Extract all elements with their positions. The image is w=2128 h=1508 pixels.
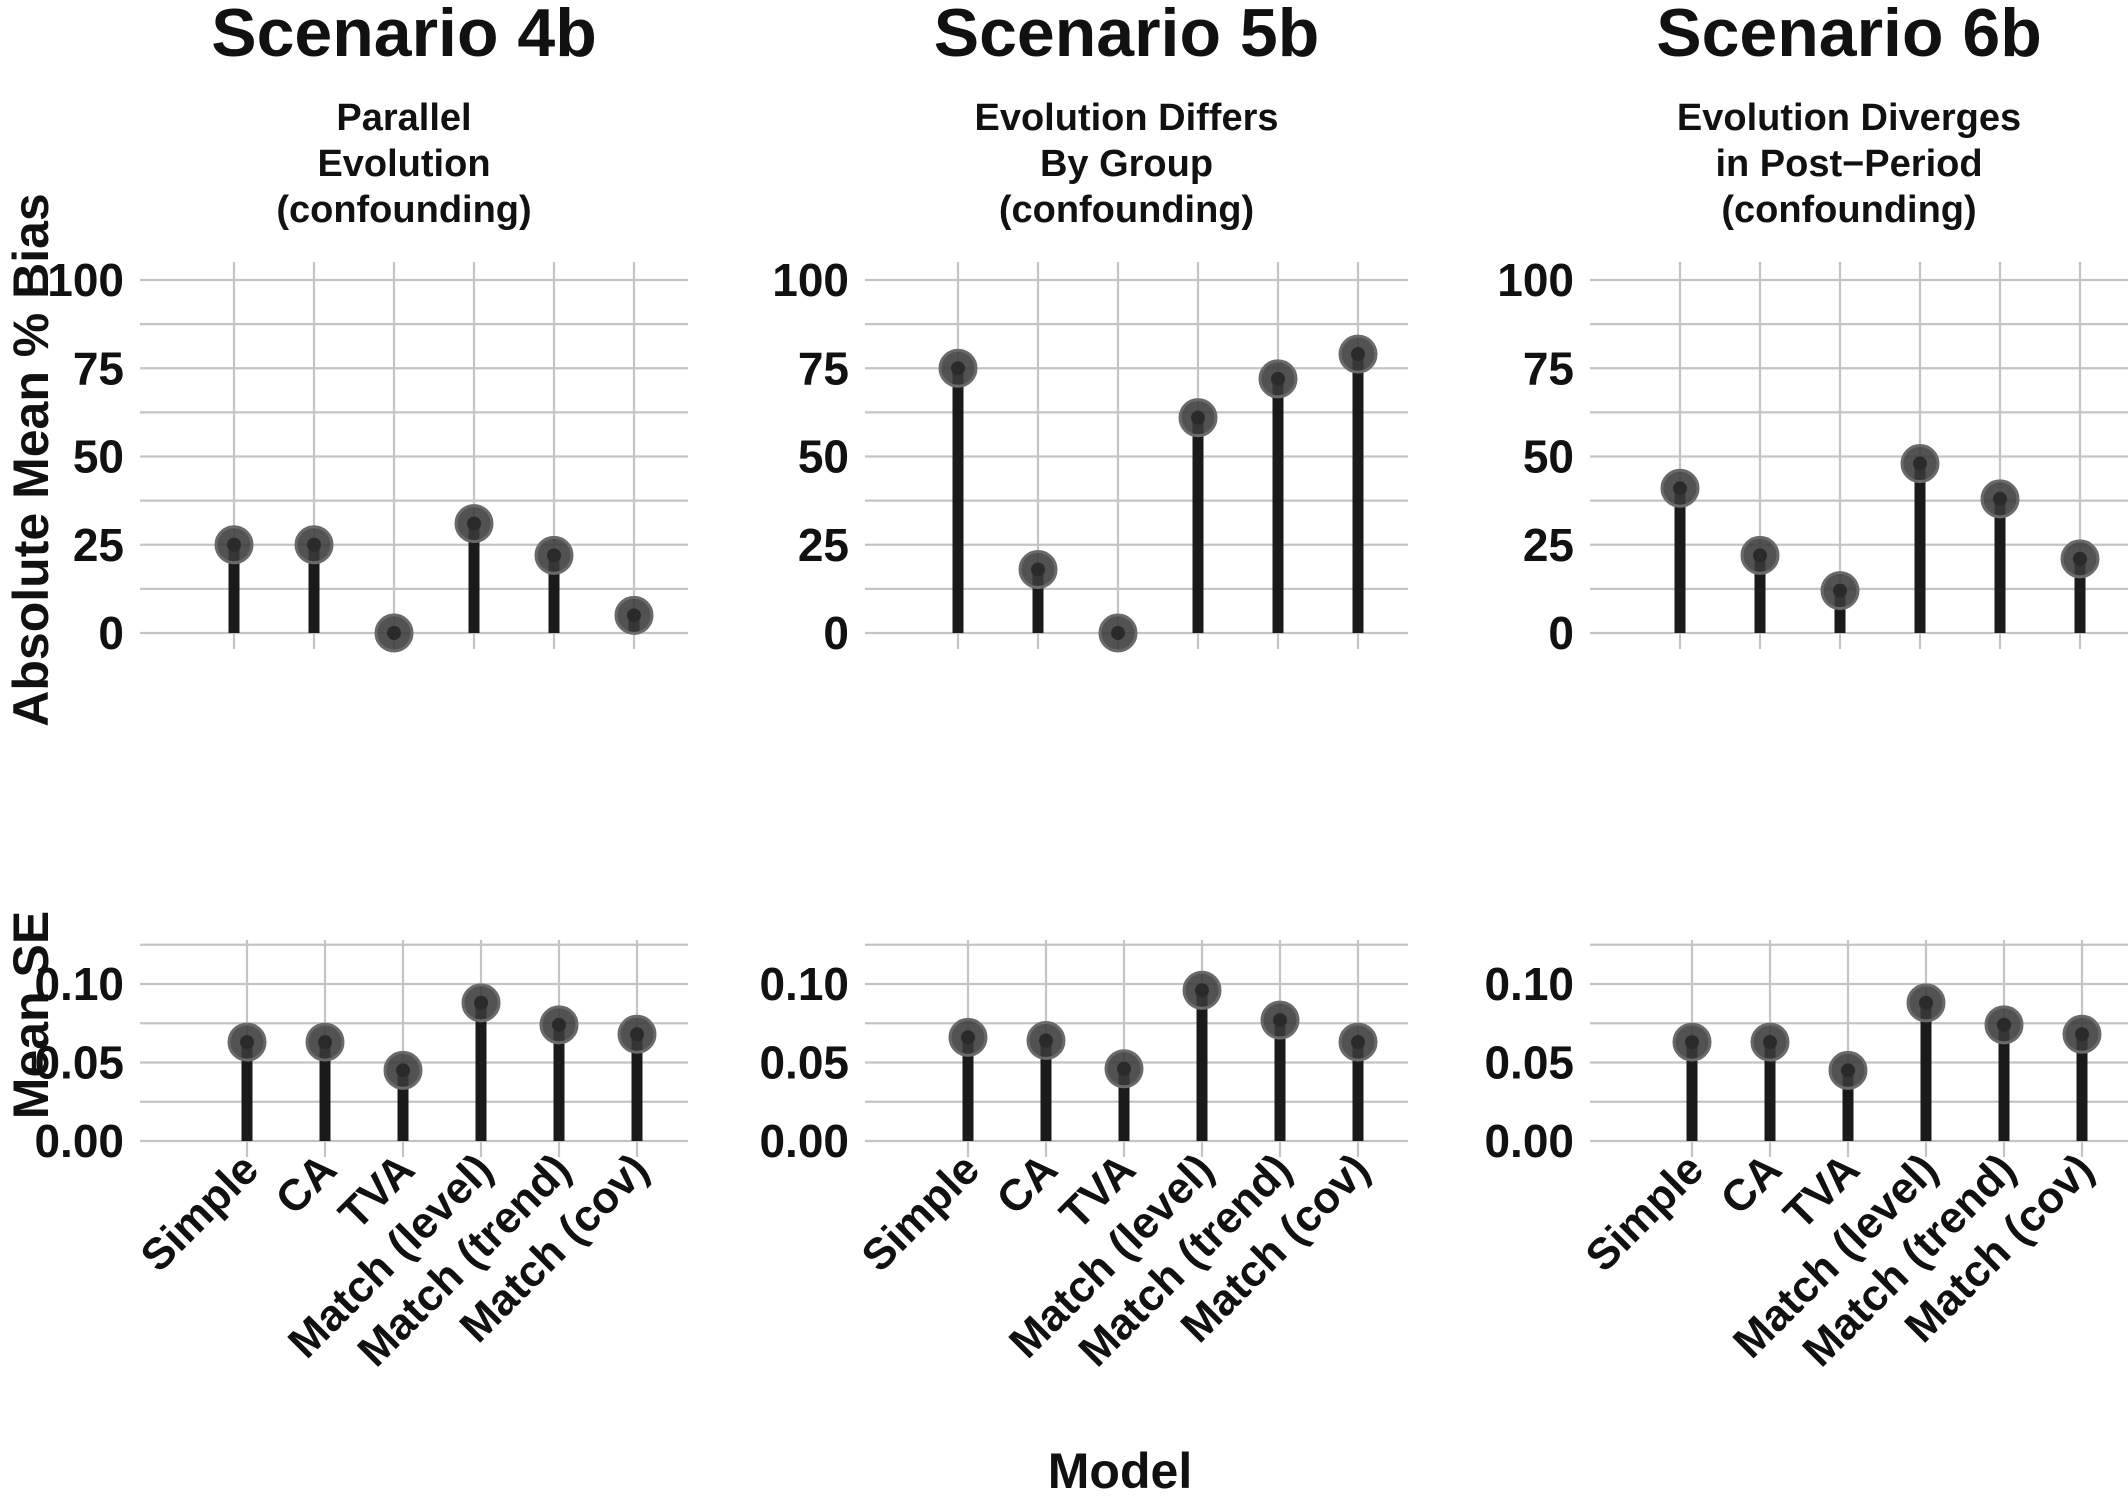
panel-title: Scenario 5b <box>934 0 1320 71</box>
y-tick-label: 100 <box>47 254 124 306</box>
panel-bias-1: 0 25 50 75 100 Scenario 4b ParallelEvolution(c… <box>47 0 688 659</box>
data-point-core <box>1685 1035 1699 1050</box>
panel-subtitle-line: Evolution <box>317 143 490 185</box>
data-point-core <box>1913 456 1927 471</box>
data-point-core <box>467 516 481 531</box>
y-tick-label: 75 <box>1523 342 1574 394</box>
data-point-core <box>1351 1035 1365 1050</box>
y-tick-label: 75 <box>73 342 124 394</box>
y-tick-label: 0.10 <box>759 958 849 1010</box>
data-point-core <box>547 548 561 563</box>
data-point-core <box>318 1035 332 1050</box>
y-tick-label: 0.10 <box>1484 958 1574 1010</box>
data-point-core <box>1753 548 1767 563</box>
data-point-core <box>1673 481 1687 496</box>
data-point-core <box>961 1030 975 1045</box>
y-tick-label: 0.05 <box>759 1037 849 1089</box>
y-tick-label: 0 <box>1548 607 1574 659</box>
y-axis-title-bias: Absolute Mean % Bias <box>3 193 59 726</box>
data-point-core <box>240 1035 254 1050</box>
y-tick-label: 0.00 <box>34 1115 124 1167</box>
y-axis-title-se: Mean SE <box>3 911 59 1119</box>
y-tick-label: 0 <box>823 607 849 659</box>
y-tick-label: 25 <box>73 519 124 571</box>
panel-title: Scenario 4b <box>211 0 597 71</box>
data-point-core <box>474 995 488 1010</box>
data-point-core <box>1993 491 2007 506</box>
y-tick-label: 50 <box>73 431 124 483</box>
y-tick-label: 0.05 <box>34 1037 124 1089</box>
data-point-core <box>552 1017 566 1032</box>
data-point-core <box>1111 626 1125 640</box>
data-point-core <box>1195 983 1209 998</box>
data-point-core <box>307 537 321 552</box>
y-tick-label: 50 <box>798 431 849 483</box>
y-tick-label: 0.00 <box>1484 1115 1574 1167</box>
panel-subtitle-line: (confounding) <box>276 189 531 231</box>
data-point-core <box>1271 371 1285 386</box>
data-point-core <box>1039 1033 1053 1048</box>
panel-bias-2: 0 25 50 75 100 Scenario 5b Evolution DiffersBy… <box>772 0 1408 659</box>
data-point-core <box>387 626 401 640</box>
data-point-core <box>2075 1027 2089 1042</box>
data-point-core <box>227 537 241 552</box>
panel-subtitle-line: Evolution Diverges <box>1677 97 2021 139</box>
data-point-core <box>1841 1063 1855 1078</box>
y-tick-label: 0.10 <box>34 958 124 1010</box>
y-tick-label: 0 <box>98 607 124 659</box>
data-point-core <box>1997 1017 2011 1032</box>
data-point-core <box>1273 1013 1287 1028</box>
panel-bias-3: 0 25 50 75 100 Scenario 6b Evolution Divergesi… <box>1497 0 2128 659</box>
data-point-core <box>627 608 641 623</box>
panel-subtitle-line: (confounding) <box>999 189 1254 231</box>
y-tick-label: 0.00 <box>759 1115 849 1167</box>
data-point-core <box>1763 1035 1777 1050</box>
x-axis-title: Model <box>1048 1443 1192 1499</box>
data-point-core <box>1919 995 1933 1010</box>
panel-title: Scenario 6b <box>1656 0 2042 71</box>
panel-subtitle-line: (confounding) <box>1721 189 1976 231</box>
y-tick-label: 75 <box>798 342 849 394</box>
data-point-core <box>1351 347 1365 362</box>
y-tick-label: 50 <box>1523 431 1574 483</box>
panel-subtitle-line: By Group <box>1040 143 1213 185</box>
data-point-core <box>396 1063 410 1078</box>
data-point-core <box>2073 551 2087 566</box>
y-tick-label: 25 <box>1523 519 1574 571</box>
data-point-core <box>1833 583 1847 598</box>
y-tick-label: 0.05 <box>1484 1037 1574 1089</box>
data-point-core <box>1191 410 1205 425</box>
data-point-core <box>630 1027 644 1042</box>
data-point-core <box>1117 1061 1131 1076</box>
y-tick-label: 25 <box>798 519 849 571</box>
y-tick-label: 100 <box>1497 254 1574 306</box>
panel-subtitle-line: Evolution Differs <box>974 97 1278 139</box>
data-point-core <box>1031 562 1045 577</box>
panel-subtitle-line: in Post−Period <box>1715 143 1982 185</box>
data-point-core <box>951 361 965 376</box>
panel-subtitle-line: Parallel <box>336 97 471 139</box>
y-tick-label: 100 <box>772 254 849 306</box>
